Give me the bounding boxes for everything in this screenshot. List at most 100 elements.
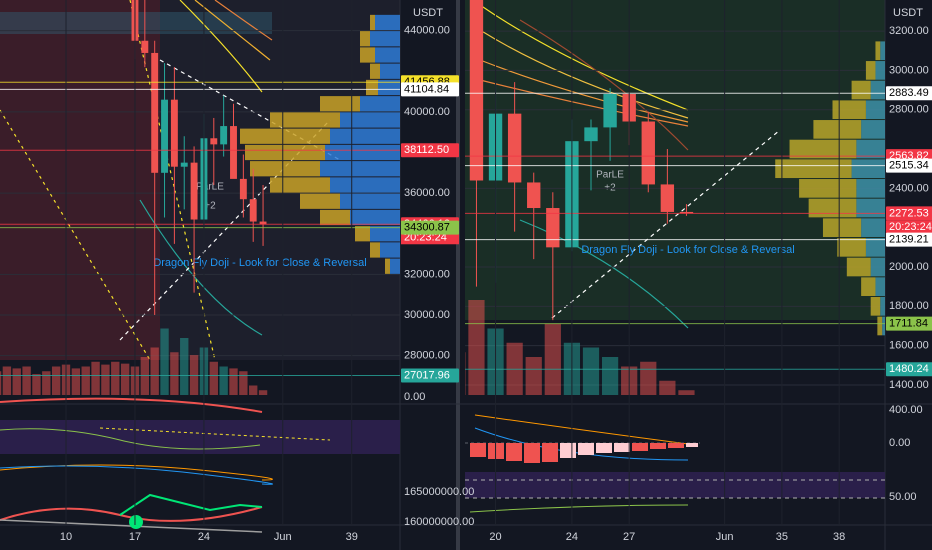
x-tick-label: 24: [198, 531, 210, 543]
x-tick-label: 24: [566, 531, 578, 543]
lower-axis-label: 400.00: [889, 404, 923, 416]
profile-up: [861, 120, 885, 139]
profile-up: [330, 177, 400, 193]
oscillator-band: [465, 472, 885, 498]
candle-body: [469, 0, 484, 181]
profile-down: [320, 209, 350, 226]
hist-bar: [542, 443, 558, 462]
y-tick-label: 32000.00: [404, 268, 450, 280]
ma-line: [214, 0, 273, 41]
candle-body: [239, 178, 247, 200]
price-tag: [401, 368, 459, 383]
price-tag: [886, 206, 932, 221]
profile-up: [380, 242, 400, 258]
lower-axis-label: 0.00: [404, 391, 425, 403]
lower-axis-label: 0.00: [889, 437, 910, 449]
signal-label: ParLE: [596, 170, 624, 181]
volume-bar: [0, 371, 2, 395]
profile-down: [775, 159, 852, 179]
candle-body: [151, 52, 159, 173]
profile-down: [385, 258, 390, 274]
price-tag: [886, 158, 932, 173]
profile-up: [882, 316, 885, 336]
profile-up: [320, 161, 400, 177]
volume-bar: [249, 385, 258, 395]
x-tick-label: Jun: [274, 531, 292, 543]
candle-body: [249, 199, 257, 222]
trend-line: [551, 129, 781, 319]
y-tick-label: 40000.00: [404, 106, 450, 118]
profile-up: [861, 218, 885, 238]
profile-up: [856, 139, 885, 159]
price-tag: [401, 220, 459, 235]
hist-bar: [578, 443, 594, 455]
profile-down: [270, 177, 330, 193]
volume-bar: [81, 366, 90, 395]
hist-bar: [686, 443, 698, 447]
profile-down: [240, 128, 330, 144]
profile-up: [870, 80, 885, 100]
profile-up: [350, 209, 400, 226]
volume-bar: [51, 366, 61, 395]
volume-bar: [71, 368, 81, 395]
profile-down: [355, 226, 370, 242]
profile-up: [880, 41, 885, 61]
y-tick-label: 28000.00: [404, 350, 450, 362]
price-tag-label: 27017.96: [404, 369, 450, 381]
x-tick-label: 38: [833, 531, 845, 543]
volume-bar: [120, 363, 130, 395]
profile-down: [822, 218, 862, 238]
flow-line: [119, 493, 263, 516]
profile-down: [861, 277, 876, 296]
profile-up: [856, 179, 885, 198]
x-tick-label: 39: [346, 531, 358, 543]
hist-bar: [596, 443, 612, 453]
lower-axis-label: 50.00: [889, 491, 917, 503]
volume-bar: [219, 366, 228, 395]
profile-up: [875, 277, 885, 296]
y-tick-label: 3000.00: [889, 64, 929, 76]
price-tag-label: 34300.87: [404, 222, 450, 234]
profile-up: [880, 296, 885, 316]
profile-down: [320, 96, 360, 112]
countdown-tag: [886, 220, 932, 234]
volume-bar: [189, 355, 199, 395]
x-tick-label: 27: [623, 531, 635, 543]
x-tick-label: 20: [489, 531, 501, 543]
profile-down: [366, 79, 378, 96]
osc-line: [99, 427, 331, 441]
y-tick-label: 1400.00: [889, 379, 929, 391]
volume-bar: [465, 352, 466, 395]
volume-bar: [101, 364, 110, 395]
candle-body: [170, 99, 178, 167]
profile-up: [370, 31, 400, 47]
macd-line: [0, 465, 273, 485]
volume-bar: [2, 366, 12, 395]
price-tag-label: 41104.84: [404, 83, 449, 95]
candle-body: [259, 221, 267, 225]
profile-down: [360, 31, 370, 47]
profile-down: [300, 193, 340, 209]
price-tag-label: 38112.50: [404, 144, 449, 156]
x-tick-label: Jun: [716, 531, 734, 543]
profile-up: [378, 79, 400, 96]
pattern-label: Dragon Fly Doji - Look for Close & Rever…: [581, 244, 794, 256]
candle-body: [230, 126, 237, 179]
signal-count: +2: [204, 201, 216, 212]
volume-bar: [601, 357, 619, 395]
y-tick-label: 30000.00: [404, 309, 450, 321]
y-tick-label: 2400.00: [889, 182, 929, 194]
volume-bar: [180, 338, 189, 395]
volume-bar: [640, 361, 657, 395]
profile-down: [370, 63, 380, 79]
zone-shade: [0, 0, 160, 360]
volume-bar: [239, 371, 248, 395]
price-tag-label: 1711.84: [889, 318, 928, 330]
lower-axis-label: 165000000.00: [404, 486, 474, 498]
profile-down: [245, 144, 325, 161]
candle-body: [603, 93, 617, 128]
osc-line: [0, 428, 261, 450]
ma-line: [194, 0, 271, 61]
candle-body: [584, 127, 598, 142]
